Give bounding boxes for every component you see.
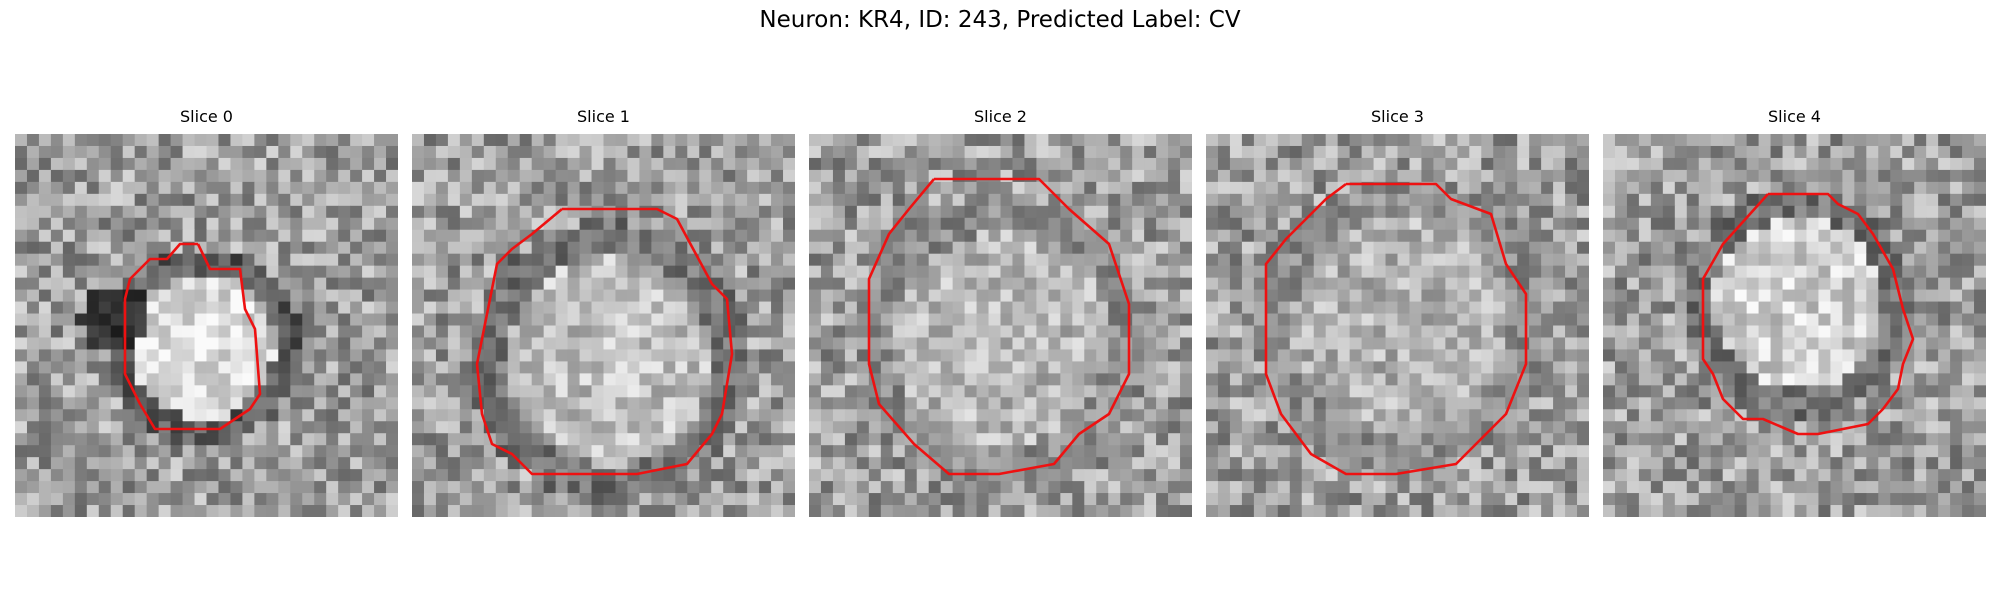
slice-title-0: Slice 0 <box>180 107 233 126</box>
contour-outline-3 <box>1264 182 1528 476</box>
contour-outline-1 <box>475 207 734 476</box>
slice-title-1: Slice 1 <box>577 107 630 126</box>
slice-image-3 <box>1206 134 1589 517</box>
slice-image-0 <box>15 134 398 517</box>
slice-title-3: Slice 3 <box>1371 107 1424 126</box>
slice-image-1 <box>412 134 795 517</box>
slice-title-4: Slice 4 <box>1768 107 1821 126</box>
contour-outline-4 <box>1701 192 1915 436</box>
figure-title: Neuron: KR4, ID: 243, Predicted Label: C… <box>759 7 1241 33</box>
contour-outline-2 <box>867 177 1131 476</box>
contour-outline-0 <box>123 242 262 431</box>
slice-image-2 <box>809 134 1192 517</box>
slice-image-4 <box>1603 134 1986 517</box>
slice-title-2: Slice 2 <box>974 107 1027 126</box>
